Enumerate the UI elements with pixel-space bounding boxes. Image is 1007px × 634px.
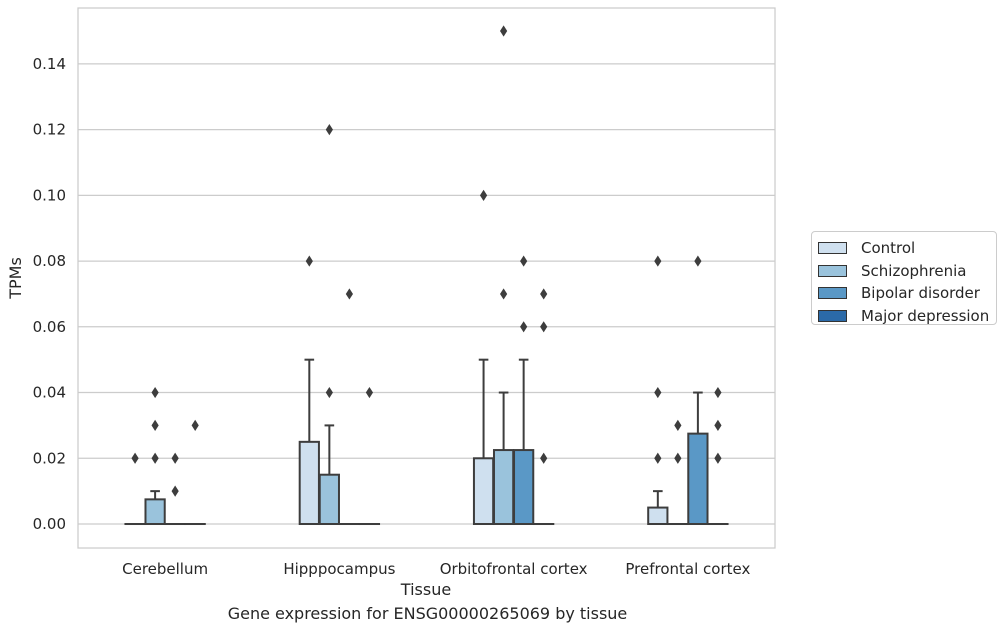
legend-item-bipolar-disorder: Bipolar disorder bbox=[818, 282, 996, 305]
plot-area bbox=[78, 8, 775, 548]
legend: Control Schizophrenia Bipolar disorder M… bbox=[811, 231, 997, 325]
legend-label: Major depression bbox=[861, 306, 990, 325]
outlier-point bbox=[540, 288, 548, 300]
outlier-point bbox=[500, 25, 508, 37]
outlier-point bbox=[520, 321, 528, 333]
outlier-point bbox=[654, 452, 662, 464]
y-tick-label: 0.02 bbox=[33, 449, 66, 467]
legend-swatch bbox=[818, 287, 847, 300]
outlier-point bbox=[325, 124, 333, 136]
outlier-point bbox=[714, 386, 722, 399]
outlier-point bbox=[694, 255, 702, 267]
legend-item-control: Control bbox=[818, 237, 996, 260]
x-tick-label: Orbitofrontal cortex bbox=[440, 560, 588, 578]
y-tick-label: 0.00 bbox=[33, 515, 66, 533]
outliers bbox=[131, 25, 722, 497]
outlier-point bbox=[151, 386, 159, 399]
boxes bbox=[124, 358, 729, 526]
outlier-point bbox=[171, 452, 179, 464]
outlier-point bbox=[540, 321, 548, 333]
plot-frame bbox=[77, 7, 776, 549]
y-tick-label: 0.04 bbox=[33, 384, 66, 402]
y-axis-label: TPMs bbox=[6, 257, 25, 300]
y-ticks: 0.00 0.02 0.04 0.06 0.08 0.10 0.12 0.14 bbox=[33, 55, 66, 533]
outlier-point bbox=[479, 189, 488, 201]
outlier-point bbox=[171, 485, 179, 497]
x-axis-label: Tissue bbox=[400, 580, 451, 599]
outlier-point bbox=[674, 419, 682, 432]
outlier-point bbox=[714, 419, 722, 432]
outlier-point bbox=[654, 255, 662, 267]
outlier-point bbox=[520, 255, 528, 267]
chart-caption: Gene expression for ENSG00000265069 by t… bbox=[227, 604, 628, 623]
outlier-point bbox=[654, 386, 662, 399]
y-tick-label: 0.12 bbox=[33, 121, 66, 139]
outlier-point bbox=[191, 419, 199, 432]
legend-swatch bbox=[818, 309, 847, 322]
box bbox=[647, 506, 669, 526]
y-tick-label: 0.08 bbox=[33, 252, 66, 270]
box bbox=[687, 432, 709, 526]
box bbox=[298, 440, 320, 526]
outlier-point bbox=[540, 452, 548, 464]
outlier-point bbox=[365, 386, 374, 399]
outlier-point bbox=[325, 386, 333, 399]
x-tick-label: Prefrontal cortex bbox=[625, 560, 750, 578]
legend-swatch bbox=[818, 264, 847, 277]
legend-item-schizophrenia: Schizophrenia bbox=[818, 260, 996, 283]
box bbox=[144, 498, 166, 526]
y-tick-label: 0.06 bbox=[33, 318, 66, 336]
x-ticks: Cerebellum Hipppocampus Orbitofrontal cort… bbox=[122, 560, 750, 578]
outlier-point bbox=[500, 288, 508, 300]
outlier-point bbox=[151, 419, 159, 432]
outlier-point bbox=[305, 255, 313, 267]
y-tick-label: 0.14 bbox=[33, 55, 66, 73]
legend-label: Control bbox=[861, 239, 916, 258]
legend-item-major-depression: Major depression bbox=[818, 305, 996, 328]
legend-label: Schizophrenia bbox=[861, 261, 967, 280]
outlier-point bbox=[714, 452, 722, 464]
outlier-point bbox=[131, 452, 139, 464]
x-tick-label: Hipppocampus bbox=[283, 560, 395, 578]
outlier-point bbox=[151, 452, 159, 464]
y-tick-label: 0.10 bbox=[33, 186, 66, 204]
box bbox=[492, 449, 515, 526]
outlier-point bbox=[345, 288, 353, 300]
box bbox=[318, 473, 340, 526]
outlier-point bbox=[674, 452, 682, 464]
legend-label: Bipolar disorder bbox=[861, 284, 980, 303]
box bbox=[513, 449, 535, 526]
box bbox=[472, 457, 495, 526]
x-tick-label: Cerebellum bbox=[122, 560, 208, 578]
legend-swatch bbox=[818, 242, 847, 255]
